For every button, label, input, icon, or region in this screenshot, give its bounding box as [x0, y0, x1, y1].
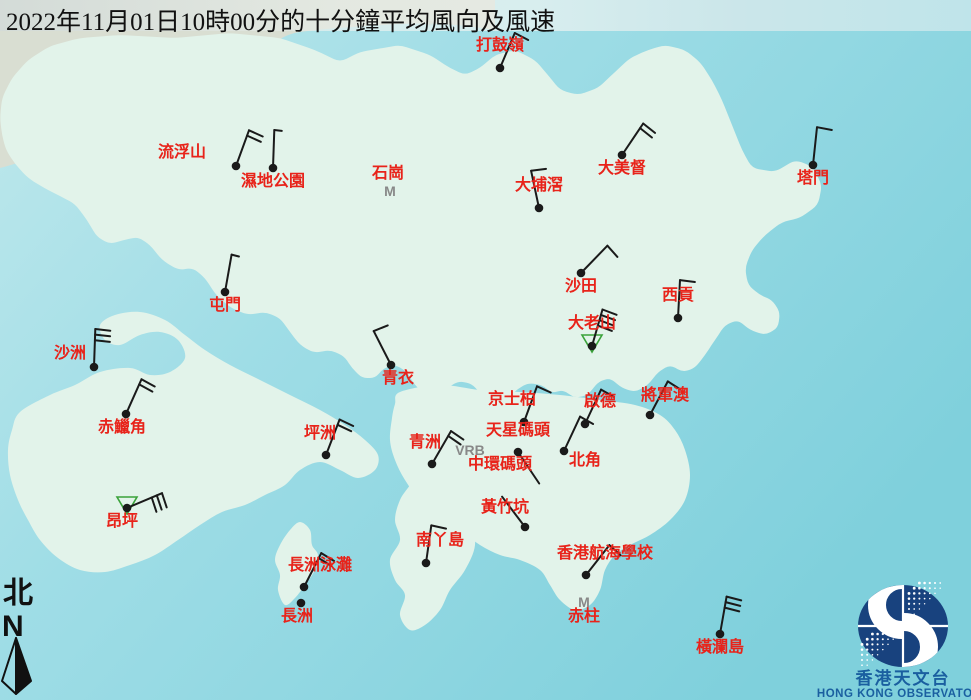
- svg-text:M: M: [578, 594, 590, 610]
- svg-text:青洲: 青洲: [409, 432, 441, 451]
- svg-text:西貢: 西貢: [662, 286, 694, 304]
- svg-text:北: 北: [3, 577, 33, 610]
- svg-text:M: M: [384, 183, 396, 199]
- svg-text:石崗: 石崗: [371, 163, 404, 182]
- svg-text:南丫島: 南丫島: [416, 530, 464, 549]
- svg-text:沙田: 沙田: [565, 277, 597, 295]
- svg-text:香港天文台: 香港天文台: [856, 668, 951, 688]
- svg-text:將軍澳: 將軍澳: [641, 385, 690, 404]
- svg-text:黃竹坑: 黃竹坑: [480, 497, 529, 516]
- svg-text:天星碼頭: 天星碼頭: [486, 421, 551, 439]
- svg-text:大老山: 大老山: [568, 313, 616, 332]
- svg-text:京士柏: 京士柏: [488, 389, 536, 408]
- svg-text:坪洲: 坪洲: [304, 424, 336, 442]
- svg-text:大美督: 大美督: [598, 158, 646, 177]
- svg-text:北角: 北角: [569, 450, 601, 469]
- svg-text:塔門: 塔門: [797, 168, 829, 187]
- svg-text:長洲: 長洲: [281, 607, 313, 625]
- svg-text:沙洲: 沙洲: [54, 344, 86, 362]
- svg-text:屯門: 屯門: [209, 295, 241, 314]
- svg-text:VRB: VRB: [455, 442, 485, 458]
- svg-text:青衣: 青衣: [382, 368, 414, 387]
- svg-text:流浮山: 流浮山: [158, 142, 206, 161]
- svg-text:橫瀾島: 橫瀾島: [696, 637, 744, 656]
- svg-text:赤鱲角: 赤鱲角: [98, 417, 146, 436]
- svg-text:HONG KONG OBSERVATORY: HONG KONG OBSERVATORY: [817, 688, 971, 700]
- svg-text:大埔滘: 大埔滘: [515, 175, 563, 194]
- svg-text:濕地公園: 濕地公園: [241, 171, 305, 190]
- svg-text:啟德: 啟德: [584, 391, 616, 410]
- svg-text:香港航海學校: 香港航海學校: [556, 543, 654, 562]
- svg-text:N: N: [2, 610, 24, 643]
- svg-text:昂坪: 昂坪: [106, 512, 138, 530]
- svg-text:長洲泳灘: 長洲泳灘: [288, 555, 352, 574]
